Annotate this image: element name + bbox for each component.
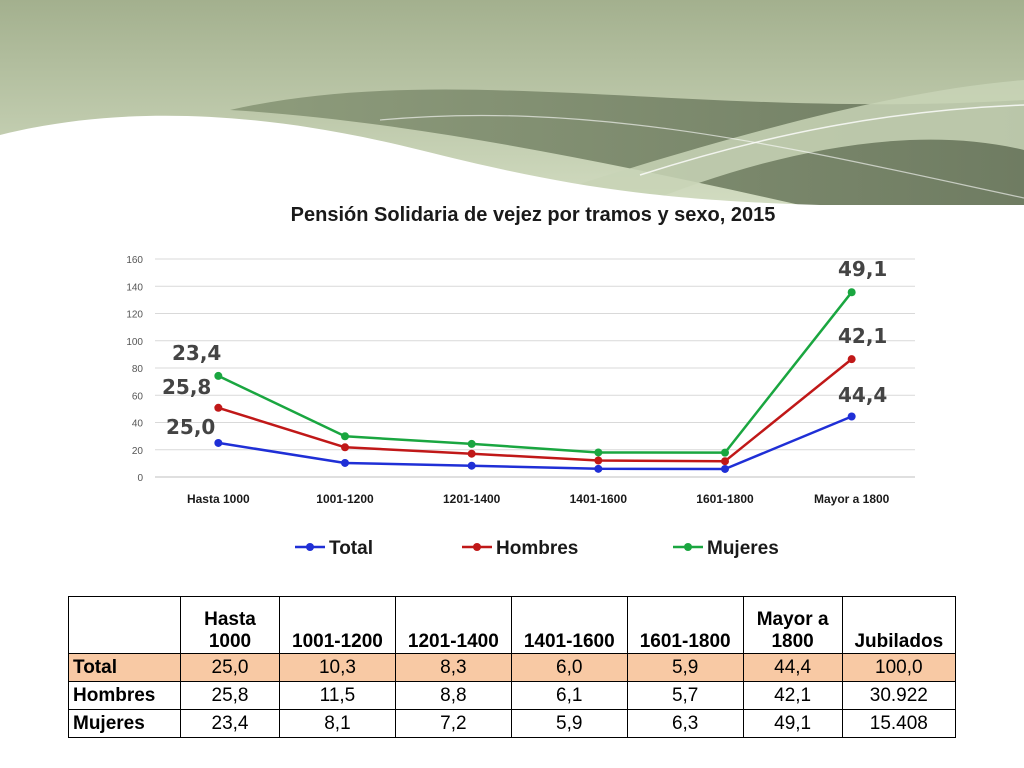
series-line-mujeres xyxy=(217,291,853,454)
data-point xyxy=(594,448,603,457)
data-point xyxy=(341,458,349,467)
banner-white-curve xyxy=(0,115,820,205)
row-label: Mujeres xyxy=(68,709,181,738)
table-cell: 25,0 xyxy=(180,653,280,682)
x-tick-label: Hasta 1000 xyxy=(187,492,250,506)
banner-thin-line xyxy=(639,104,1024,176)
series-line-total xyxy=(218,415,853,471)
x-tick-label: 1201-1400 xyxy=(443,492,501,506)
table-header-cell: 1201-1400 xyxy=(394,596,512,654)
table-cell: 6,1 xyxy=(510,681,628,710)
grid-layer xyxy=(155,258,915,478)
series-line-hombres xyxy=(217,358,853,463)
legend-label: Total xyxy=(329,538,373,559)
data-point xyxy=(467,449,476,458)
data-label: 25,8 xyxy=(162,375,211,399)
table-header-cell: 1001-1200 xyxy=(279,596,396,654)
table-header-row: Hasta 1000 1001-1200 1201-1400 1401-1600… xyxy=(68,596,957,654)
legend-marker xyxy=(473,543,481,551)
annotation-layer: 23,4 25,8 25,0 49,1 42,1 44,4 xyxy=(162,257,887,439)
data-point xyxy=(721,448,729,457)
y-tick-label: 140 xyxy=(126,282,143,293)
data-label: 25,0 xyxy=(166,415,215,439)
chart-title: Pensión Solidaria de vejez por tramos y … xyxy=(291,204,776,226)
table-header-cell: Hasta 1000 xyxy=(180,596,280,654)
banner-thin-line xyxy=(379,114,1024,199)
data-point xyxy=(467,461,476,470)
legend-label: Hombres xyxy=(496,538,578,559)
table-row: Hombres 25,8 11,5 8,8 6,1 5,7 42,1 30.92… xyxy=(68,681,957,710)
table-cell: 8,1 xyxy=(279,709,396,738)
x-tick-label: 1401-1600 xyxy=(570,492,628,506)
decorative-banner xyxy=(0,0,1024,205)
series-layer xyxy=(214,288,856,473)
legend-marker xyxy=(684,543,692,551)
table-cell: 10,3 xyxy=(279,653,396,682)
legend-marker xyxy=(306,543,314,551)
table-row: Mujeres 23,4 8,1 7,2 5,9 6,3 49,1 15.408 xyxy=(68,709,957,738)
table-cell: 100,0 xyxy=(841,653,957,682)
data-label: 44,4 xyxy=(838,383,887,407)
table-cell: 44,4 xyxy=(742,653,843,682)
data-point xyxy=(341,432,349,441)
data-label: 42,1 xyxy=(838,324,887,348)
y-axis-ticks: 0 20 40 60 80 100 120 140 160 xyxy=(126,255,143,484)
table-row: Total 25,0 10,3 8,3 6,0 5,9 44,4 100,0 xyxy=(68,653,957,682)
data-point xyxy=(214,438,223,447)
row-label: Total xyxy=(68,653,181,682)
data-point xyxy=(847,355,856,364)
x-tick-label: 1601-1800 xyxy=(696,492,754,506)
y-tick-label: 120 xyxy=(126,310,143,321)
y-tick-label: 160 xyxy=(126,255,143,266)
table-cell: 8,3 xyxy=(394,653,512,682)
x-axis-ticks: Hasta 1000 1001-1200 1201-1400 1401-1600 160… xyxy=(187,492,890,506)
table-cell: 30.922 xyxy=(841,681,957,710)
data-point xyxy=(847,412,856,421)
table-header-cell xyxy=(68,596,181,654)
row-label: Hombres xyxy=(68,681,181,710)
legend: Total Hombres Mujeres xyxy=(295,538,779,559)
data-point xyxy=(594,456,603,465)
data-point xyxy=(721,464,729,473)
data-point xyxy=(594,464,603,473)
y-tick-label: 80 xyxy=(132,364,144,375)
data-point xyxy=(214,403,223,412)
y-tick-label: 20 xyxy=(132,446,144,457)
y-tick-label: 40 xyxy=(132,419,144,430)
data-point xyxy=(847,288,856,297)
y-tick-label: 60 xyxy=(132,391,144,402)
table-cell: 11,5 xyxy=(279,681,396,710)
data-table: Hasta 1000 1001-1200 1201-1400 1401-1600… xyxy=(68,596,957,738)
data-point xyxy=(467,439,476,448)
table-header-cell: Mayor a 1800 xyxy=(742,596,843,654)
table-cell: 42,1 xyxy=(742,681,843,710)
table-header-cell: 1401-1600 xyxy=(510,596,628,654)
table-cell: 5,7 xyxy=(626,681,744,710)
y-tick-label: 0 xyxy=(137,473,143,484)
banner-light-wave xyxy=(560,80,1024,205)
table-cell: 23,4 xyxy=(180,709,280,738)
table-cell: 49,1 xyxy=(742,709,843,738)
data-point xyxy=(214,371,223,380)
data-point xyxy=(341,443,349,452)
table-cell: 5,9 xyxy=(510,709,628,738)
table-header-cell: Jubilados xyxy=(841,596,957,654)
table-cell: 15.408 xyxy=(841,709,957,738)
table-cell: 6,3 xyxy=(626,709,744,738)
line-chart: Pensión Solidaria de vejez por tramos y … xyxy=(126,204,915,559)
table-cell: 7,2 xyxy=(394,709,512,738)
data-label: 23,4 xyxy=(172,341,221,365)
data-point xyxy=(721,457,729,466)
data-label: 49,1 xyxy=(838,257,887,281)
x-tick-label: 1001-1200 xyxy=(316,492,374,506)
table-header-cell: 1601-1800 xyxy=(626,596,744,654)
table-cell: 6,0 xyxy=(510,653,628,682)
legend-label: Mujeres xyxy=(707,538,779,559)
table-cell: 25,8 xyxy=(180,681,280,710)
table-cell: 5,9 xyxy=(626,653,744,682)
x-tick-label: Mayor a 1800 xyxy=(814,492,890,506)
table-cell: 8,8 xyxy=(394,681,512,710)
y-tick-label: 100 xyxy=(126,337,143,348)
